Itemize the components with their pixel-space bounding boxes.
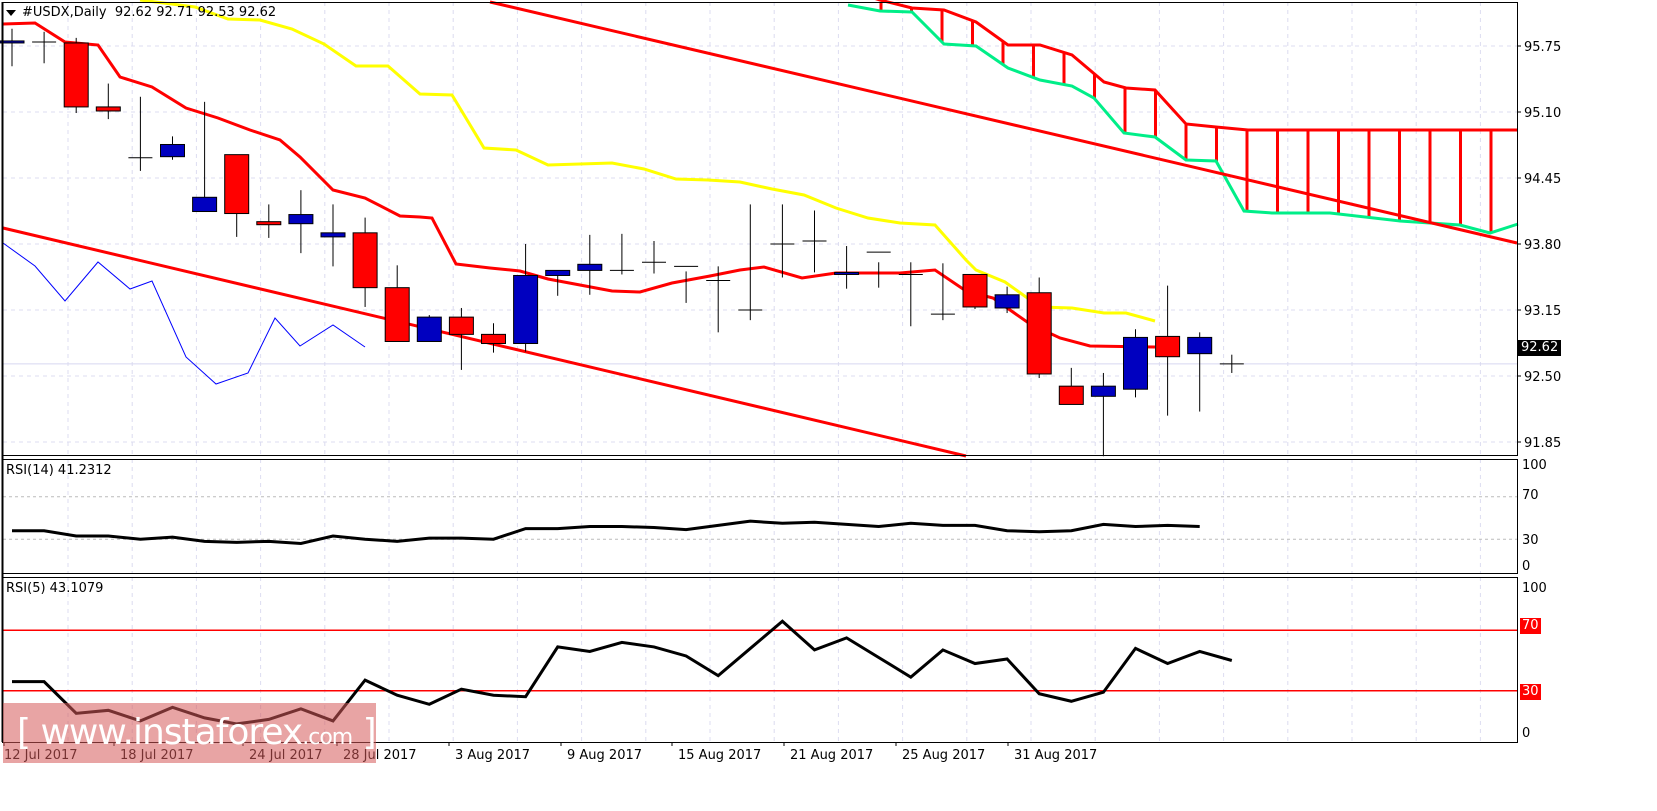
ichimoku-cloud — [847, 0, 1519, 235]
rsi14-tick-label: 100 — [1522, 458, 1547, 473]
rsi5-level-30-tag: 30 — [1520, 684, 1541, 700]
watermark-bracket-close: ] — [352, 712, 377, 753]
time-tick-label: 3 Aug 2017 — [455, 748, 530, 763]
rsi5-level-70-tag: 70 — [1520, 618, 1541, 634]
price-tick-label: 92.50 — [1524, 370, 1561, 385]
rsi-panels — [3, 519, 1517, 726]
dropdown-triangle-icon[interactable] — [6, 9, 16, 16]
rsi14-title: RSI(14) 41.2312 — [6, 463, 112, 478]
price-tick-label: 93.15 — [1524, 304, 1561, 319]
rsi14-tick-label: 30 — [1522, 533, 1539, 548]
instaforex-watermark: [ www.instaforex.com ] — [3, 703, 377, 763]
chart-header: #USDX,Daily 92.62 92.71 92.53 92.62 — [6, 5, 276, 20]
price-tick-label: 91.85 — [1524, 436, 1561, 451]
panel-frames — [1, 2, 1518, 743]
price-tick-label: 93.80 — [1524, 238, 1561, 253]
price-tick-label: 95.75 — [1524, 40, 1561, 55]
watermark-bracket-open: [ — [17, 712, 31, 753]
rsi5-title: RSI(5) 43.1079 — [6, 581, 104, 596]
symbol-label: #USDX,Daily — [22, 5, 107, 20]
time-tick-label: 21 Aug 2017 — [790, 748, 873, 763]
price-tick-label: 94.45 — [1524, 172, 1561, 187]
rsi14-tick-label: 70 — [1522, 488, 1539, 503]
watermark-suffix: .com — [302, 725, 353, 750]
current-price-tag: 92.62 — [1518, 340, 1562, 356]
price-tick-label: 95.10 — [1524, 106, 1561, 121]
ohlc-values: 92.62 92.71 92.53 92.62 — [114, 5, 277, 20]
watermark-text: www.instaforex — [30, 712, 303, 753]
time-tick-label: 9 Aug 2017 — [567, 748, 642, 763]
rsi5-tick-label: 100 — [1522, 581, 1547, 596]
rsi14-tick-label: 0 — [1522, 559, 1530, 574]
indicator-lines — [2, 0, 1518, 458]
time-tick-label: 31 Aug 2017 — [1014, 748, 1097, 763]
grid-lines — [3, 2, 1517, 742]
rsi5-tick-label: 0 — [1522, 726, 1530, 741]
axis-labels: 95.75 95.10 94.45 93.80 93.15 92.50 91.85 100 70… — [3, 40, 1561, 763]
candlestick-series — [0, 28, 1244, 457]
time-tick-label: 25 Aug 2017 — [902, 748, 985, 763]
time-tick-label: 15 Aug 2017 — [678, 748, 761, 763]
